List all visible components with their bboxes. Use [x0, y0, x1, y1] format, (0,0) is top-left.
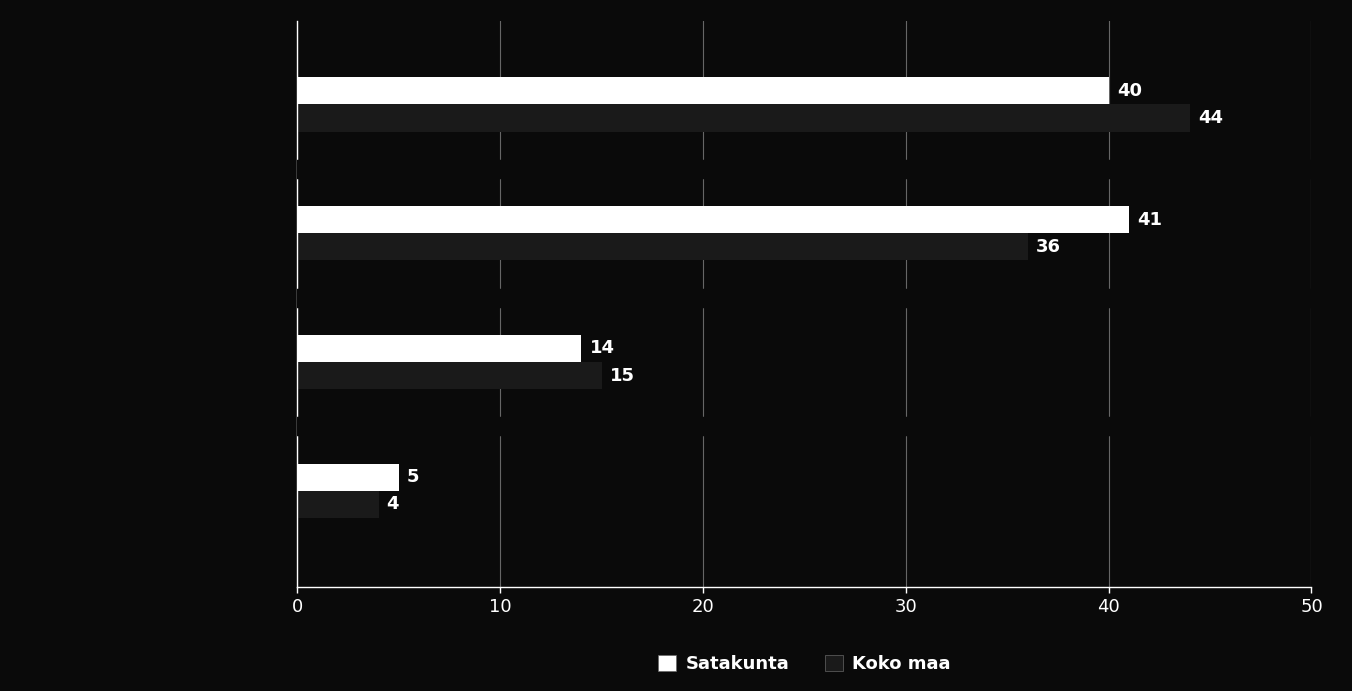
Bar [297, 491, 379, 518]
Bar [297, 104, 1190, 131]
Text: 14: 14 [589, 339, 614, 357]
Bar [297, 206, 1129, 234]
Text: 4: 4 [387, 495, 399, 513]
Bar [297, 362, 602, 389]
Bar [297, 77, 1109, 104]
Bar [297, 234, 1028, 261]
Text: 36: 36 [1036, 238, 1060, 256]
Text: 40: 40 [1117, 82, 1141, 100]
Text: 5: 5 [407, 468, 419, 486]
Bar [297, 335, 581, 362]
Text: 41: 41 [1137, 211, 1161, 229]
Bar [297, 464, 399, 491]
Text: 15: 15 [610, 367, 634, 385]
Legend: Satakunta, Koko maa: Satakunta, Koko maa [650, 647, 959, 681]
Text: 44: 44 [1198, 109, 1222, 127]
